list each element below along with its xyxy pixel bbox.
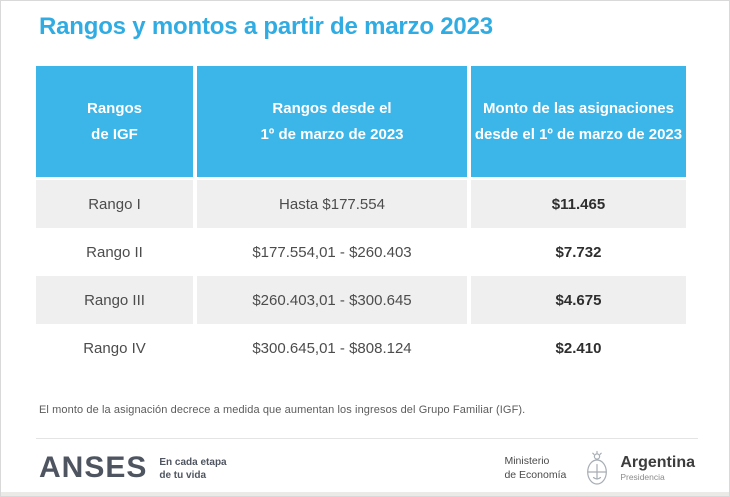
- table-row: Rango IV $300.645,01 - $808.124 $2.410: [36, 324, 686, 372]
- argentina-label: Argentina: [620, 454, 695, 472]
- cell-monto: $2.410: [471, 324, 686, 372]
- table-row: Rango III $260.403,01 - $300.645 $4.675: [36, 276, 686, 324]
- cell-monto: $4.675: [471, 276, 686, 324]
- header-monto-asignaciones: Monto de las asignaciones desde el 1º de…: [471, 66, 686, 177]
- footer-divider: [36, 438, 698, 439]
- argentina-coat-of-arms-icon: [587, 450, 608, 485]
- header-line: Rangos: [86, 100, 142, 117]
- argentina-wordmark: Argentina Presidencia: [620, 454, 695, 482]
- cell-rango: Rango II: [36, 228, 193, 276]
- table-row: Rango I Hasta $177.554 $11.465: [36, 180, 686, 228]
- cell-monto: $11.465: [471, 180, 686, 228]
- header-line: Monto de las asignaciones: [483, 100, 674, 117]
- tagline-line: En cada etapa: [159, 457, 227, 468]
- ranges-amounts-table: Rangos de IGF Rangos desde el 1º de marz…: [36, 66, 686, 372]
- ministry-label: Ministerio de Economía: [504, 454, 566, 482]
- anses-logo: ANSES: [39, 451, 148, 484]
- ministry-line: de Economía: [504, 469, 567, 481]
- ministry-line: Ministerio: [504, 454, 550, 467]
- cell-rango-desde: Hasta $177.554: [197, 180, 467, 228]
- header-rangos-igf: Rangos de IGF: [36, 66, 193, 177]
- anses-tagline: En cada etapa de tu vida: [159, 454, 226, 482]
- cell-rango: Rango I: [36, 180, 193, 228]
- cell-rango-desde: $260.403,01 - $300.645: [197, 276, 467, 324]
- header-line: de IGF: [91, 125, 138, 143]
- bottom-edge-strip: [1, 492, 729, 496]
- cell-rango-desde: $177.554,01 - $260.403: [197, 228, 467, 276]
- page-title: Rangos y montos a partir de marzo 2023: [39, 13, 493, 40]
- header-line: Rangos desde el: [272, 100, 392, 117]
- table-row: Rango II $177.554,01 - $260.403 $7.732: [36, 228, 686, 276]
- footer: ANSES En cada etapa de tu vida Ministeri…: [39, 448, 695, 488]
- cell-rango: Rango IV: [36, 324, 193, 372]
- header-line: 1º de marzo de 2023: [260, 125, 404, 143]
- header-line: desde el 1º de marzo de 2023: [474, 125, 683, 143]
- cell-rango-desde: $300.645,01 - $808.124: [197, 324, 467, 372]
- tagline-line: de tu vida: [159, 470, 207, 481]
- cell-rango: Rango III: [36, 276, 193, 324]
- presidencia-label: Presidencia: [620, 471, 665, 482]
- cell-monto: $7.732: [471, 228, 686, 276]
- table-header-row: Rangos de IGF Rangos desde el 1º de marz…: [36, 66, 686, 177]
- header-rangos-desde: Rangos desde el 1º de marzo de 2023: [197, 66, 467, 177]
- footnote: El monto de la asignación decrece a medi…: [39, 404, 526, 416]
